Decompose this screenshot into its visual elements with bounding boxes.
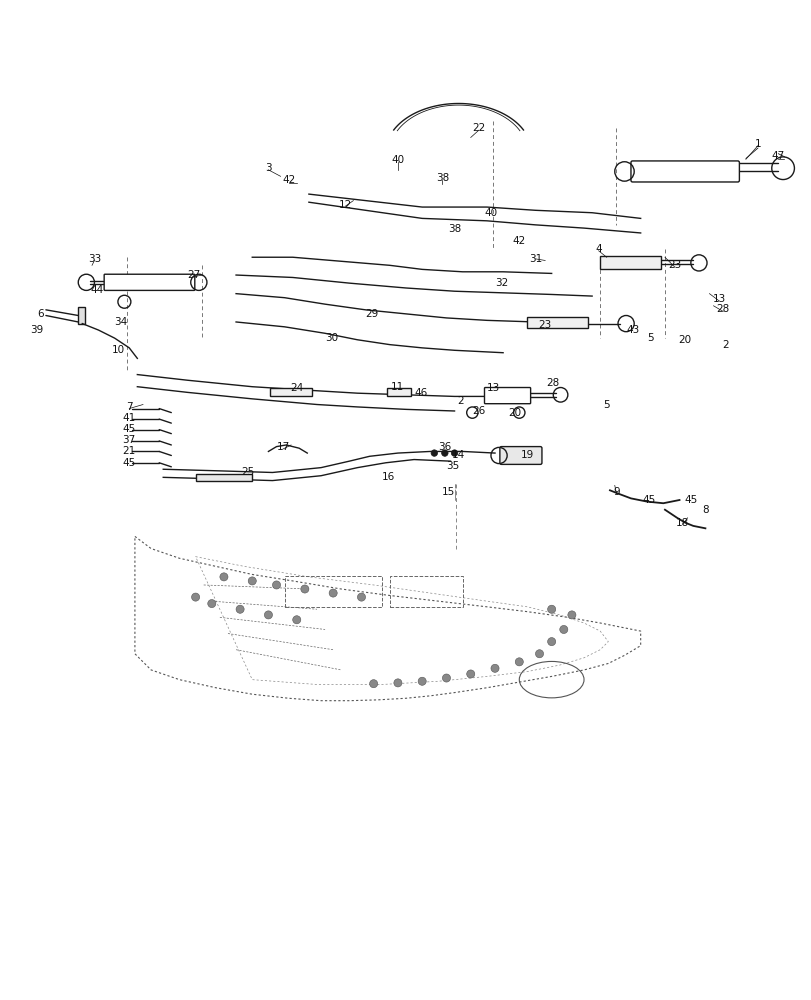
Text: 40: 40 (391, 155, 404, 165)
Text: 41: 41 (122, 413, 135, 423)
FancyBboxPatch shape (500, 447, 541, 464)
Text: 9: 9 (612, 487, 619, 497)
Text: 39: 39 (30, 325, 44, 335)
Text: 5: 5 (646, 333, 653, 343)
Circle shape (567, 611, 575, 619)
Text: 36: 36 (438, 442, 451, 452)
Circle shape (357, 593, 365, 601)
Text: 43: 43 (625, 325, 638, 335)
Circle shape (534, 650, 543, 658)
Circle shape (264, 611, 272, 619)
Text: 10: 10 (112, 345, 125, 355)
Text: 28: 28 (716, 304, 729, 314)
FancyBboxPatch shape (104, 274, 195, 290)
Bar (78, 307, 84, 324)
Text: 14: 14 (452, 450, 465, 460)
Circle shape (236, 605, 244, 613)
Bar (270, 388, 311, 396)
Text: 26: 26 (472, 406, 485, 416)
Bar (195, 474, 252, 481)
Text: 1: 1 (753, 139, 761, 149)
Text: 21: 21 (122, 446, 135, 456)
Text: 13: 13 (712, 294, 725, 304)
Bar (386, 388, 410, 396)
Text: 45: 45 (642, 495, 654, 505)
Circle shape (248, 577, 256, 585)
Text: 27: 27 (187, 270, 200, 280)
Circle shape (220, 573, 228, 581)
Circle shape (547, 605, 555, 613)
Circle shape (292, 616, 300, 624)
Text: 28: 28 (546, 378, 560, 388)
Text: 3: 3 (265, 163, 272, 173)
Circle shape (442, 674, 450, 682)
Text: 24: 24 (290, 383, 303, 393)
Circle shape (300, 585, 308, 593)
Text: 38: 38 (436, 173, 448, 183)
Text: 20: 20 (677, 335, 690, 345)
FancyBboxPatch shape (484, 388, 530, 404)
Text: 6: 6 (36, 309, 44, 319)
Text: 4: 4 (594, 244, 601, 254)
Text: 30: 30 (324, 333, 337, 343)
Text: 19: 19 (520, 450, 534, 460)
Bar (526, 317, 587, 328)
Text: 45: 45 (122, 424, 135, 434)
Bar (599, 256, 660, 269)
Circle shape (272, 581, 281, 589)
Circle shape (431, 450, 437, 456)
Circle shape (515, 658, 523, 666)
Text: 34: 34 (114, 317, 127, 327)
Circle shape (466, 670, 474, 678)
Bar (285, 576, 381, 607)
Text: 42: 42 (281, 175, 295, 185)
Text: 2: 2 (722, 340, 728, 350)
Text: 32: 32 (494, 278, 508, 288)
Text: 46: 46 (414, 388, 427, 398)
Circle shape (547, 638, 555, 646)
Text: 40: 40 (484, 208, 497, 218)
Circle shape (441, 450, 448, 456)
Text: 35: 35 (446, 461, 459, 471)
Text: 20: 20 (508, 408, 521, 418)
Text: 45: 45 (684, 495, 697, 505)
Text: 33: 33 (88, 254, 101, 264)
Text: 8: 8 (702, 505, 708, 515)
Text: 13: 13 (486, 383, 500, 393)
Circle shape (418, 677, 426, 685)
Text: 38: 38 (448, 224, 461, 234)
Circle shape (451, 450, 457, 456)
Text: 5: 5 (603, 400, 609, 410)
Text: 15: 15 (441, 487, 454, 497)
Text: 12: 12 (338, 200, 351, 210)
Text: 45: 45 (122, 458, 135, 468)
Text: 7: 7 (126, 402, 132, 412)
Text: 22: 22 (472, 123, 485, 133)
Text: 42: 42 (512, 236, 526, 246)
Text: 2: 2 (457, 396, 464, 406)
FancyBboxPatch shape (630, 161, 739, 182)
Text: 23: 23 (538, 320, 551, 330)
Circle shape (369, 680, 377, 688)
Text: 23: 23 (667, 260, 680, 270)
Circle shape (208, 600, 216, 608)
Circle shape (559, 625, 567, 634)
Text: 37: 37 (122, 435, 135, 445)
Circle shape (191, 593, 200, 601)
Text: 44: 44 (90, 285, 103, 295)
Text: 47: 47 (770, 151, 784, 161)
Circle shape (328, 589, 337, 597)
Text: 18: 18 (676, 518, 689, 528)
Circle shape (491, 664, 499, 672)
Text: 16: 16 (381, 472, 394, 482)
Circle shape (393, 679, 401, 687)
Text: 31: 31 (528, 254, 542, 264)
Bar (389, 576, 462, 607)
Text: 11: 11 (391, 382, 404, 392)
Text: 25: 25 (242, 467, 255, 477)
Text: 29: 29 (365, 309, 378, 319)
Text: 17: 17 (276, 442, 290, 452)
